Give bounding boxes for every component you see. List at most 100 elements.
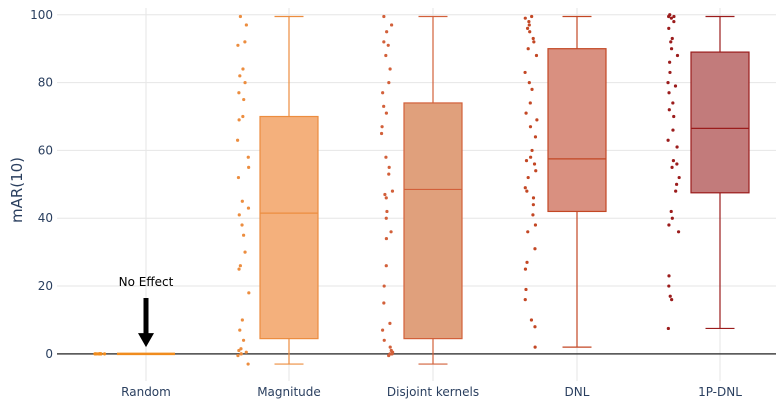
annotation-layer: No Effect [119,275,174,348]
x-tick-label: Random [121,385,171,399]
data-point [524,111,528,115]
data-point [383,192,387,197]
data-point [387,172,391,176]
data-point [240,318,244,322]
data-point [388,321,392,325]
data-point [237,91,241,95]
data-point [380,125,384,129]
data-point [667,14,671,19]
data-point [384,111,389,115]
data-point [669,209,673,214]
data-point [528,30,532,34]
data-point [671,101,675,105]
data-point [672,19,676,24]
data-point [240,199,244,203]
data-point [236,175,241,180]
data-point [526,175,530,180]
data-point [531,36,535,41]
data-point [669,16,673,20]
data-point [388,67,392,71]
x-tick-label: Magnitude [257,385,321,399]
data-point [237,213,241,217]
data-point [671,128,675,132]
data-point [523,16,527,20]
data-point [674,189,678,193]
data-point [675,145,679,149]
data-point [390,23,394,27]
data-point [387,81,391,85]
data-point [523,298,527,302]
box-group [690,15,750,330]
data-point [670,216,674,220]
data-point [528,125,533,129]
data-point [102,352,107,356]
data-point [382,40,386,44]
data-point [97,352,101,356]
data-point [531,196,536,200]
data-point [669,40,673,44]
data-point [525,26,530,30]
data-point [236,353,240,358]
data-point [239,352,243,356]
data-point [386,43,390,47]
data-point [244,350,248,354]
data-point [384,236,389,241]
data-point [379,131,384,136]
box-group [403,15,463,365]
y-tick-label: 60 [38,143,53,157]
y-axis-title: mAR(10) [8,157,26,223]
annotation-label: No Effect [119,275,174,289]
data-point [527,19,531,24]
x-tick-labels: Random Magnitude Disjoint kernels DNL 1P-DNL [121,385,742,399]
data-point [530,87,534,91]
data-point [238,14,243,19]
data-point [243,81,247,85]
data-point [387,353,391,358]
data-point [237,267,241,271]
data-point [247,165,251,169]
data-point [675,162,679,166]
data-point [236,138,240,142]
data-point [246,206,251,210]
data-point [380,328,385,332]
data-point [524,158,529,163]
data-point [237,348,241,353]
data-point [533,345,537,349]
data-point [667,284,671,288]
data-point [381,91,385,95]
data-point [672,114,676,119]
data-point [237,118,241,122]
data-point [675,53,680,58]
data-point [670,298,674,302]
data-point [671,158,676,163]
data-point [531,213,535,217]
boxes-layer [117,15,750,365]
data-point [387,165,391,169]
data-point [530,148,534,153]
data-point [382,104,386,108]
data-point [673,84,678,88]
data-point [384,264,388,268]
y-tick-label: 100 [30,8,53,22]
box-iqr [403,102,463,340]
data-point [382,301,386,305]
data-point [667,108,671,112]
data-point [668,60,672,64]
data-point [666,81,670,85]
data-point [535,118,539,122]
data-point [524,287,528,292]
data-point [247,291,251,295]
data-point [523,70,527,75]
data-point [670,165,674,169]
data-point [667,274,671,278]
x-tick-label: Disjoint kernels [387,385,479,399]
data-point [532,162,537,166]
data-point [246,362,250,366]
data-point [533,223,538,227]
x-tick-label: 1P-DNL [698,385,742,399]
data-point [530,14,534,19]
box-iqr [690,51,750,194]
data-point [240,223,244,227]
